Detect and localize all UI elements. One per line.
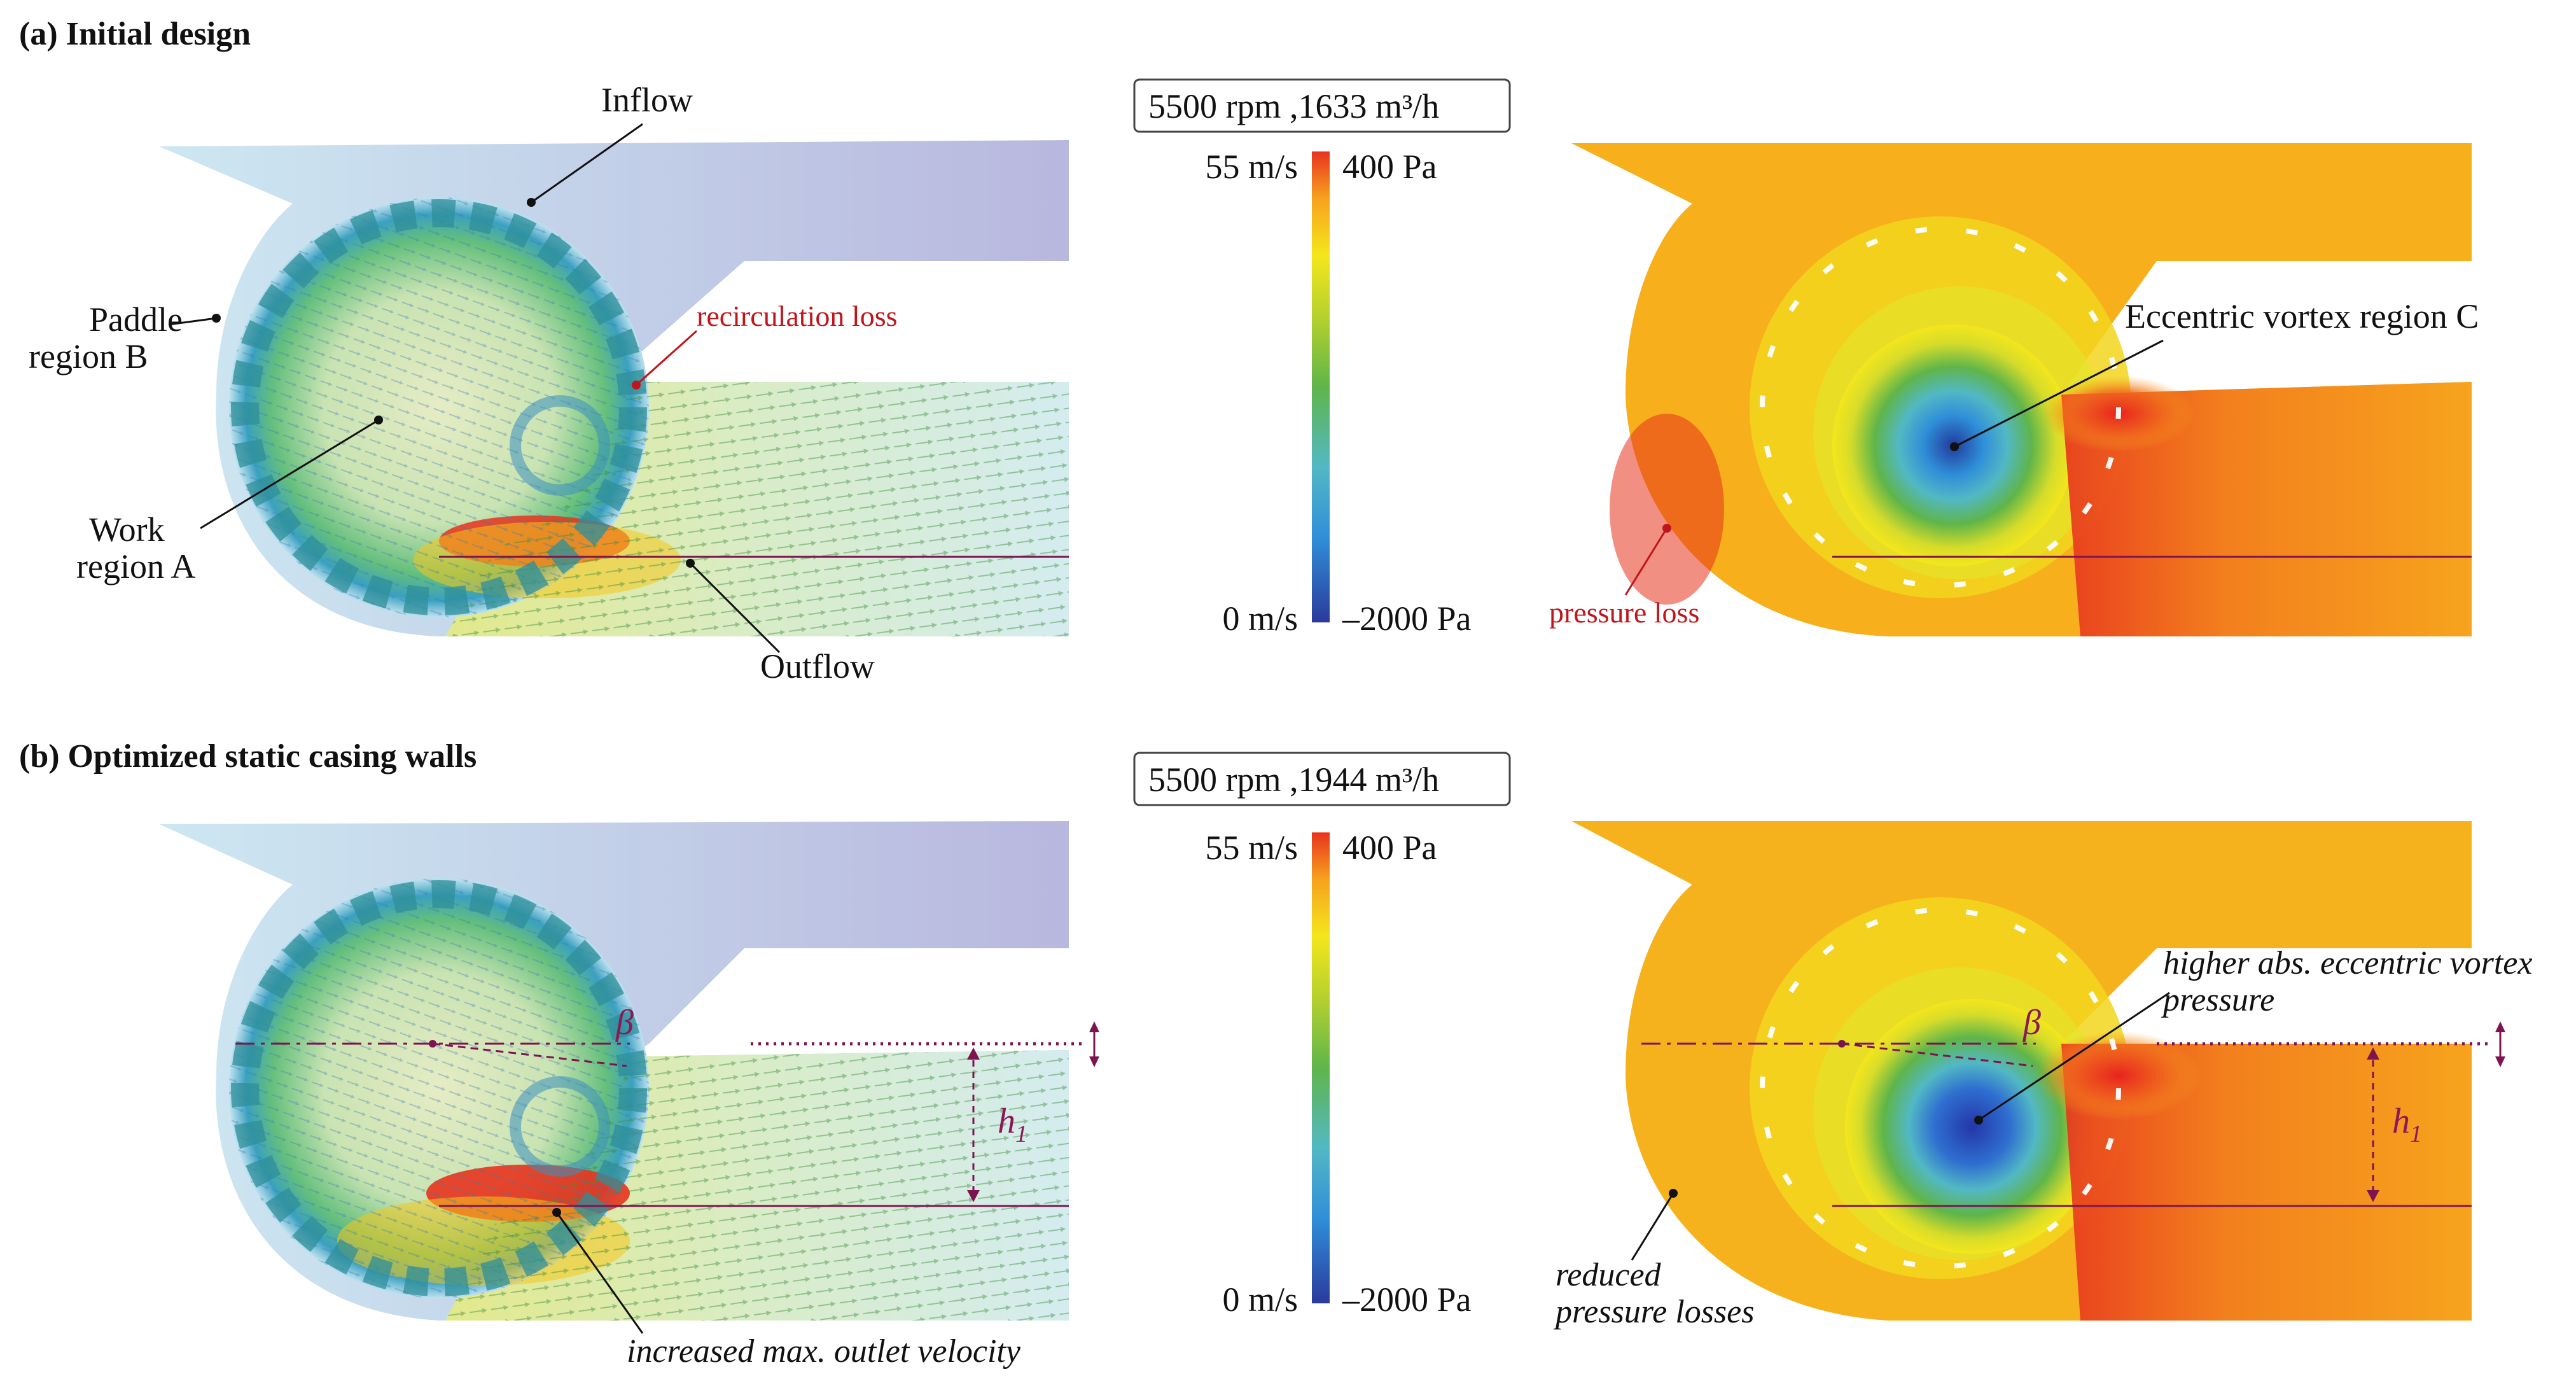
colorbar-b-gradient [1312, 832, 1330, 1303]
annotation-recirculation-loss: recirculation loss [632, 300, 898, 389]
svg-text:5500 rpm ,1633 m³/h: 5500 rpm ,1633 m³/h [1148, 87, 1439, 125]
velocity-field-a [159, 140, 1069, 636]
operating-point-box-a: 5500 rpm ,1633 m³/h [1133, 78, 1511, 133]
colorbar-a-pressure-min: –2000 Pa [1342, 599, 1472, 638]
svg-text:5500 rpm ,1944 m³/h: 5500 rpm ,1944 m³/h [1148, 761, 1439, 799]
svg-text:higher abs. eccentric vortex: higher abs. eccentric vortex [2163, 945, 2532, 981]
annotation-work-region: Work region A [76, 416, 383, 585]
svg-text:region B: region B [29, 337, 148, 375]
svg-text:Work: Work [89, 510, 165, 549]
h1-label-b-velocity: h1 [998, 1102, 1027, 1147]
beta-label-b-velocity: β [615, 1003, 634, 1042]
annotation-outflow: Outflow [686, 559, 875, 685]
beta-label-b-pressure: β [2023, 1003, 2041, 1042]
h1-label-b-pressure: h1 [2392, 1102, 2422, 1147]
colorbar-a-pressure-max: 400 Pa [1342, 148, 1437, 186]
colorbar-b-pressure-min: –2000 Pa [1342, 1280, 1472, 1319]
annotation-pressure-loss: pressure loss [1549, 524, 1699, 629]
svg-text:Eccentric vortex region C: Eccentric vortex region C [2125, 297, 2479, 335]
colorbar-b-velocity-max: 55 m/s [1205, 829, 1298, 867]
annotation-inflow: Inflow [527, 81, 693, 207]
operating-point-box-b: 5500 rpm ,1944 m³/h [1133, 752, 1511, 806]
svg-text:region A: region A [76, 547, 195, 585]
colorbar-b: 55 m/s 0 m/s 400 Pa –2000 Pa [1205, 829, 1471, 1319]
pressure-field-a [1571, 143, 2472, 636]
geometry-lines-b-velocity [235, 1021, 1099, 1207]
geometry-lines-b-pressure [1641, 1021, 2505, 1207]
svg-text:Paddle: Paddle [89, 300, 183, 339]
colorbar-a-gradient [1312, 151, 1330, 622]
annotation-eccentric-vortex: Eccentric vortex region C [1950, 297, 2479, 451]
svg-text:Outflow: Outflow [760, 647, 875, 685]
annotation-vortex-pressure: higher abs. eccentric vortex pressure [1974, 945, 2532, 1125]
annotation-paddle-region: Paddle region B [29, 300, 221, 375]
svg-text:pressure losses: pressure losses [1553, 1294, 1754, 1330]
pressure-field-b [1571, 821, 2472, 1321]
svg-text:reduced: reduced [1556, 1257, 1662, 1293]
colorbar-a: 55 m/s 0 m/s 400 Pa –2000 Pa [1205, 148, 1471, 638]
svg-text:pressure: pressure [2161, 982, 2274, 1018]
panel-b-heading: (b) Optimized static casing walls [19, 738, 477, 775]
annotation-increased-velocity: increased max. outlet velocity [552, 1208, 1021, 1370]
svg-text:Inflow: Inflow [601, 81, 693, 119]
svg-text:pressure loss: pressure loss [1549, 596, 1699, 629]
velocity-field-b [159, 821, 1069, 1321]
colorbar-b-pressure-max: 400 Pa [1342, 829, 1437, 867]
colorbar-b-velocity-min: 0 m/s [1222, 1280, 1298, 1319]
svg-text:increased max. outlet velocity: increased max. outlet velocity [627, 1333, 1021, 1370]
svg-text:recirculation loss: recirculation loss [697, 300, 898, 332]
annotation-reduced-losses: reduced pressure losses [1553, 1189, 1754, 1330]
colorbar-a-velocity-min: 0 m/s [1222, 599, 1298, 638]
panel-a-heading: (a) Initial design [19, 16, 251, 52]
colorbar-a-velocity-max: 55 m/s [1205, 148, 1298, 186]
